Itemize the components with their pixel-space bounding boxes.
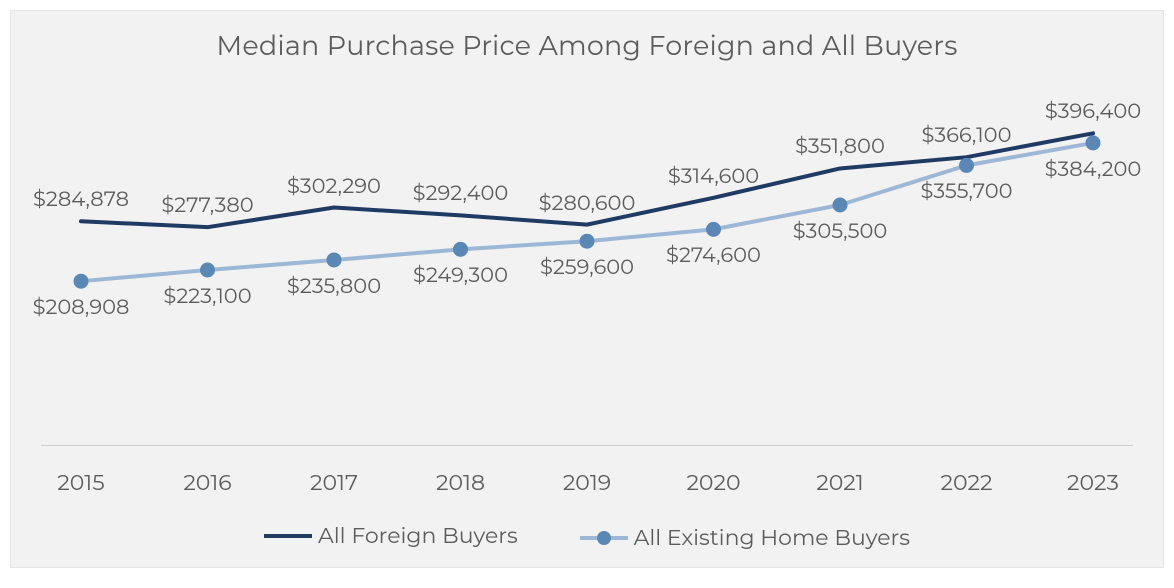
- data-label: $366,100: [922, 123, 1012, 148]
- x-tick-2021: 2021: [816, 469, 863, 496]
- legend-label-foreign: All Foreign Buyers: [318, 522, 518, 549]
- x-axis: 2015 2016 2017 2018 2019 2020 2021 2022 2023: [41, 463, 1133, 503]
- x-tick-2016: 2016: [183, 469, 231, 496]
- data-label: $259,600: [540, 255, 634, 280]
- chart-title: Median Purchase Price Among Foreign and …: [11, 29, 1163, 62]
- data-label: $249,300: [413, 263, 508, 288]
- x-tick-2022: 2022: [940, 469, 992, 496]
- data-label: $351,800: [795, 134, 885, 159]
- x-tick-2018: 2018: [436, 469, 485, 496]
- x-tick-2020: 2020: [686, 469, 740, 496]
- data-label: $396,400: [1045, 99, 1141, 124]
- data-label: $305,500: [793, 219, 888, 244]
- data-label: $280,600: [539, 191, 636, 216]
- data-label: $355,700: [920, 179, 1012, 204]
- data-label: $302,290: [287, 174, 381, 199]
- data-label: $292,400: [413, 181, 509, 206]
- legend-item-existing: All Existing Home Buyers: [580, 524, 910, 551]
- data-label: $384,200: [1045, 157, 1142, 182]
- legend-item-foreign: All Foreign Buyers: [264, 522, 518, 549]
- data-label: $208,908: [33, 295, 130, 320]
- data-label: $277,380: [161, 193, 253, 218]
- data-label: $235,800: [287, 274, 381, 299]
- legend: All Foreign Buyers All Existing Home Buy…: [11, 517, 1163, 552]
- x-tick-2017: 2017: [310, 469, 358, 496]
- legend-label-existing: All Existing Home Buyers: [634, 524, 910, 551]
- legend-swatch-foreign: [264, 534, 312, 538]
- data-label: $314,600: [668, 164, 759, 189]
- data-label: $223,100: [163, 284, 251, 309]
- chart-container: Median Purchase Price Among Foreign and …: [10, 10, 1164, 568]
- data-label: $284,878: [33, 187, 129, 212]
- x-tick-2023: 2023: [1067, 469, 1119, 496]
- data-label: $274,600: [666, 243, 761, 268]
- x-tick-2019: 2019: [563, 469, 611, 496]
- x-tick-2015: 2015: [57, 469, 104, 496]
- plot-area: $284,878$277,380$302,290$292,400$280,600…: [41, 91, 1133, 446]
